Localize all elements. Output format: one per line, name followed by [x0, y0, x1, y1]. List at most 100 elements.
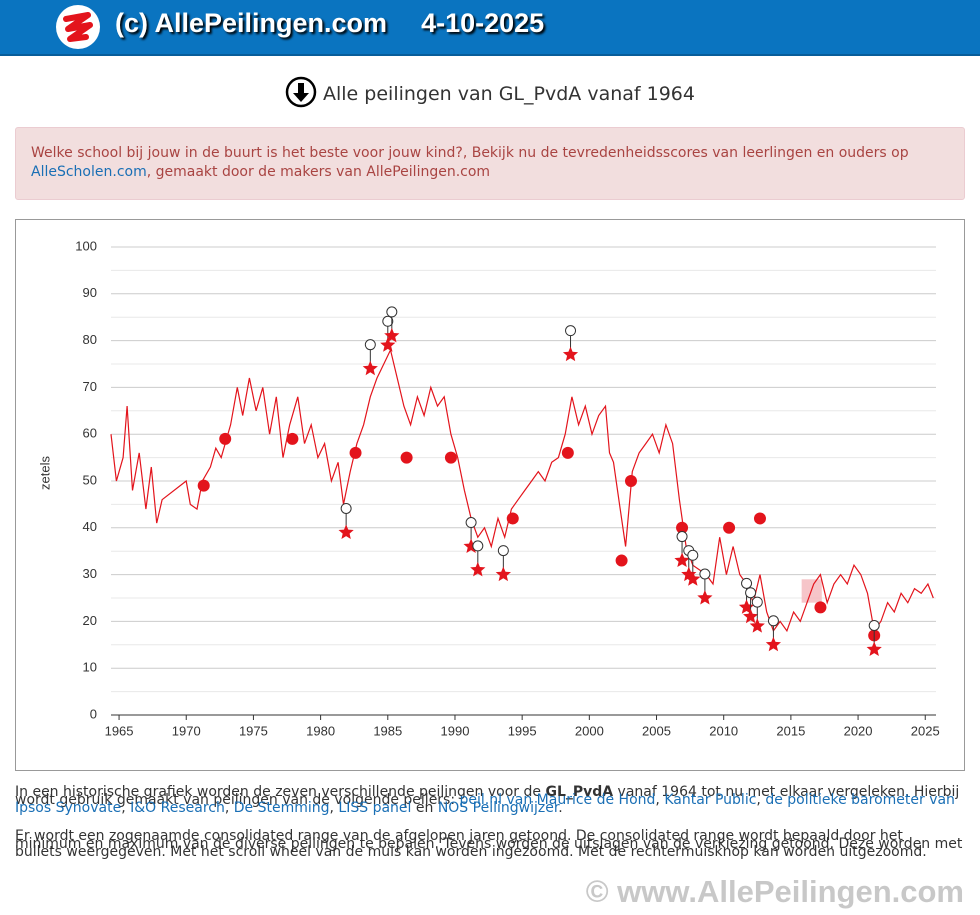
x-tick-label: 2005	[642, 723, 671, 738]
poll-line	[110, 348, 934, 633]
y-tick-label: 80	[83, 332, 97, 347]
marker-icon	[472, 540, 484, 552]
poll-star	[470, 561, 486, 577]
x-tick-label: 2000	[575, 723, 604, 738]
poll-star	[380, 337, 396, 352]
footer-p2: Er wordt een zogenaamde consolidated ran…	[15, 828, 963, 860]
poll-star	[685, 571, 701, 586]
y-axis-label: zetels	[37, 456, 52, 490]
marker-icon	[741, 577, 753, 589]
y-tick-label: 30	[83, 566, 97, 581]
text: ,	[655, 792, 665, 808]
election-dot	[814, 601, 827, 614]
y-tick-label: 100	[75, 238, 97, 253]
poll-star	[866, 641, 882, 656]
brand: (c) AllePeilingen.com 4-10-2025	[115, 8, 544, 39]
text: en	[411, 800, 438, 816]
banner: Welke school bij jouw in de buurt is het…	[15, 127, 965, 200]
pollster-link[interactable]: NOS Peilingwijzer	[437, 800, 559, 816]
x-tick-label: 1980	[306, 723, 335, 738]
marker-icon	[565, 325, 577, 337]
election-dot	[286, 432, 299, 445]
marker-icon	[676, 531, 688, 543]
banner-tail: , gemaakt door de makers van AllePeiling…	[146, 164, 491, 180]
election-dot	[506, 512, 519, 525]
marker-icon	[699, 568, 711, 580]
page-title: Alle peilingen van GL_PvdA vanaf 1964	[0, 76, 980, 108]
marker-icon	[386, 306, 398, 318]
x-tick-label: 2025	[911, 723, 940, 738]
election-dot	[615, 554, 628, 567]
pollster-link[interactable]: I&O Research	[130, 800, 225, 816]
y-tick-label: 20	[83, 613, 97, 628]
text: ,	[121, 800, 131, 816]
pollster-link[interactable]: Kantar Public	[664, 792, 757, 808]
marker-icon	[497, 545, 509, 557]
x-tick-label: 1970	[172, 723, 201, 738]
marker-icon	[465, 517, 477, 529]
y-tick-label: 70	[83, 379, 97, 394]
election-dot	[349, 446, 362, 459]
poll-star	[362, 360, 378, 376]
election-dot	[444, 451, 457, 464]
y-tick-label: 60	[83, 426, 97, 441]
y-tick-label: 40	[83, 519, 97, 534]
marker-icon	[751, 596, 763, 608]
text: ,	[224, 800, 234, 816]
pollster-link[interactable]: De Stemming	[233, 800, 330, 816]
chart: zetels 0 10 20 30 40 50 60 70 80 90 100 1965 1970 197…	[37, 238, 940, 738]
election-dot	[197, 479, 210, 492]
poll-star	[743, 608, 759, 624]
marker-icon	[745, 587, 757, 599]
marker-icon	[340, 502, 352, 514]
text: ,	[329, 800, 339, 816]
election-dot	[676, 521, 689, 534]
title-text: Alle peilingen van GL_PvdA vanaf 1964	[323, 83, 695, 105]
date: 4-10-2025	[421, 8, 545, 38]
download-icon[interactable]	[285, 76, 317, 108]
poll-star	[338, 524, 354, 539]
election-dot	[400, 451, 413, 464]
poll-star	[562, 346, 579, 362]
poll-star	[384, 327, 400, 343]
banner-link[interactable]: AlleScholen.com	[31, 164, 147, 180]
election-dot	[753, 512, 766, 525]
logo[interactable]	[56, 5, 100, 49]
marker-icon	[687, 549, 699, 561]
footer-p1: In een historische grafiek worden de zev…	[15, 785, 965, 815]
x-tick-label: 2010	[709, 723, 738, 738]
text: ,	[756, 792, 766, 808]
banner-text: Welke school bij jouw in de buurt is het…	[31, 145, 909, 161]
election-dot	[561, 446, 574, 459]
marker-icon	[868, 619, 880, 631]
chart-box: zetels 0 10 20 30 40 50 60 70 80 90 100 1965 1970 197…	[15, 219, 965, 771]
poll-star	[765, 636, 781, 652]
poll-star	[495, 566, 511, 582]
poll-star	[697, 590, 713, 605]
top-bar: (c) AllePeilingen.com 4-10-2025	[0, 0, 980, 56]
footer: In een historische grafiek worden de zev…	[15, 785, 965, 876]
pollster-link[interactable]: LISS panel	[338, 800, 412, 816]
x-tick-label: 1990	[441, 723, 470, 738]
text: .	[558, 800, 563, 816]
x-tick-label: 2020	[844, 723, 873, 738]
marker-icon	[382, 315, 394, 327]
x-tick-label: 1995	[508, 723, 537, 738]
x-tick-label: 1975	[239, 723, 268, 738]
x-tick-label: 1985	[373, 723, 402, 738]
x-tick-label: 1965	[105, 723, 134, 738]
watermark: © www.AllePeilingen.com	[585, 874, 964, 909]
y-tick-label: 0	[90, 706, 97, 721]
pollster-link[interactable]: de politieke barometer van Ipsos Synovat…	[15, 792, 955, 816]
y-tick-label: 90	[83, 285, 97, 300]
election-dot	[219, 432, 232, 445]
brand-name[interactable]: (c) AllePeilingen.com	[115, 8, 388, 38]
y-tick-label: 10	[83, 660, 97, 675]
y-tick-label: 50	[83, 472, 97, 487]
poll-star	[749, 618, 765, 633]
x-tick-label: 2015	[776, 723, 805, 738]
election-dot	[624, 475, 637, 487]
election-dot	[723, 521, 736, 534]
marker-icon	[364, 339, 376, 351]
